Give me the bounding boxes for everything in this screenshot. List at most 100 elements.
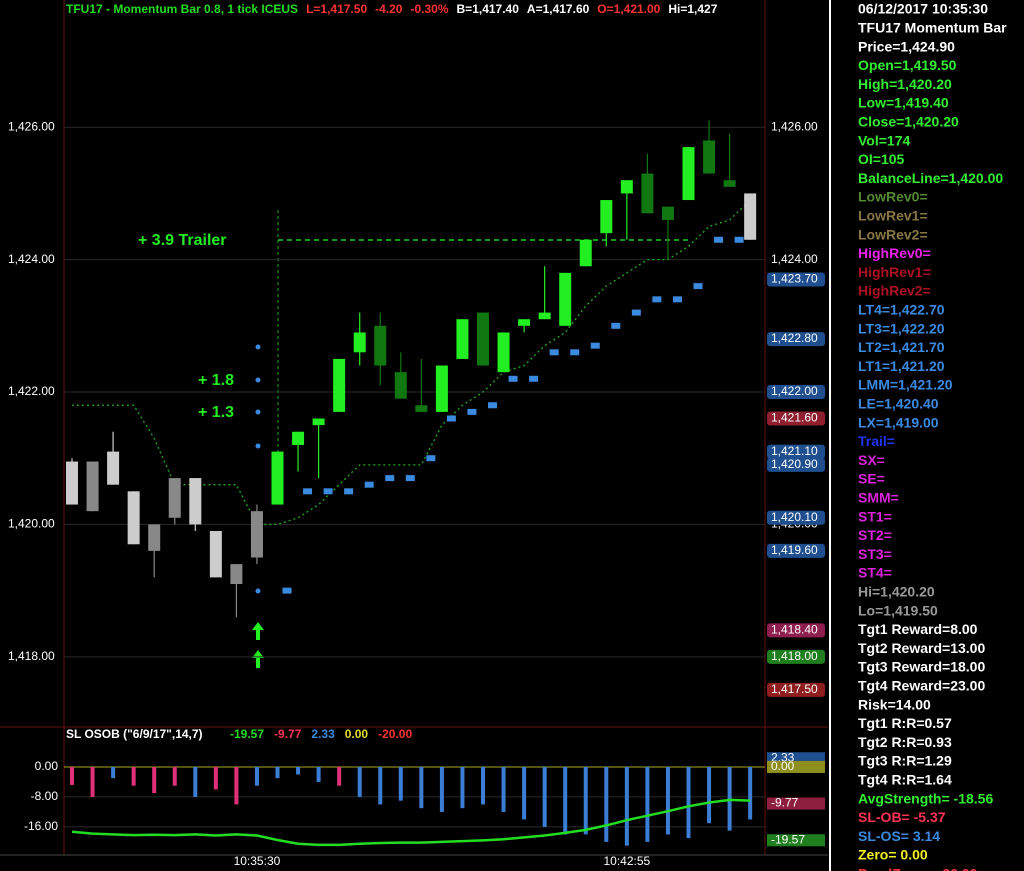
candle-body — [148, 524, 161, 551]
stop-marker — [672, 296, 682, 303]
osc-bar — [357, 766, 362, 797]
price-marker — [767, 623, 825, 638]
data-window-line: 06/12/2017 10:35:30 — [858, 1, 988, 17]
osc-readout: 2.33 — [311, 727, 335, 741]
price-marker-label: 1,419.60 — [771, 543, 818, 557]
osc-bar — [131, 766, 136, 786]
osc-marker-label: 0.00 — [771, 759, 795, 773]
stop-marker — [611, 322, 621, 329]
data-window-line: Tgt1 R:R=0.57 — [858, 715, 952, 731]
data-window-line: LMM=1,421.20 — [858, 377, 953, 393]
data-window-line: LT3=1,422.20 — [858, 320, 945, 336]
stop-marker — [344, 488, 354, 495]
price-marker — [767, 444, 825, 459]
osc-bar — [501, 766, 506, 812]
osc-bar — [296, 766, 301, 775]
stop-marker — [446, 415, 456, 422]
stop-marker — [426, 455, 436, 462]
candle-body — [661, 206, 674, 220]
data-window-line: Risk=14.00 — [858, 696, 931, 712]
data-window-line: Lo=1,419.50 — [858, 602, 938, 618]
data-window-line: LT4=1,422.70 — [858, 302, 945, 318]
y-tick-label: 1,418.00 — [8, 649, 55, 663]
data-window-line: Open=1,419.50 — [858, 57, 957, 73]
osc-bar — [707, 766, 712, 824]
stop-marker — [714, 236, 724, 243]
header-item: O=1,421.00 — [597, 2, 660, 16]
data-window-line: BalanceLine=1,420.00 — [858, 170, 1003, 186]
price-marker — [767, 332, 825, 347]
stop-marker — [303, 488, 313, 495]
candle-body — [723, 180, 736, 187]
header-item: B=1,417.40 — [457, 2, 520, 16]
y-tick-label: 1,422.00 — [8, 384, 55, 398]
price-marker-label: 1,420.90 — [771, 457, 818, 471]
osc-bar — [152, 766, 157, 794]
data-window-line: Trail= — [858, 433, 895, 449]
price-marker-label: 1,418.00 — [771, 649, 818, 663]
x-tick-label: 10:35:30 — [234, 854, 281, 868]
candle-body — [189, 478, 202, 525]
stop-marker — [385, 475, 395, 482]
osc-bar — [398, 766, 403, 801]
data-window-line: SX= — [858, 452, 885, 468]
candle-body — [312, 418, 325, 426]
osc-bar — [193, 766, 198, 797]
price-marker-label: 1,422.00 — [771, 384, 818, 398]
candle-body — [168, 478, 181, 518]
candle-body — [271, 451, 284, 505]
osc-line — [71, 798, 751, 847]
candle-body — [86, 461, 99, 512]
osc-bar — [111, 766, 116, 779]
annotation: + 3.9 Trailer — [138, 232, 227, 249]
stop-marker — [323, 488, 333, 495]
data-window-line: AvgStrength= -18.56 — [858, 790, 993, 806]
price-marker-label: 1,420.10 — [771, 510, 818, 524]
candle-body — [477, 312, 489, 366]
price-marker — [767, 510, 825, 525]
candle-body — [353, 332, 366, 353]
price-marker — [767, 385, 825, 400]
osc-marker — [767, 834, 825, 847]
candle-body — [107, 451, 120, 485]
stop-marker — [364, 481, 374, 488]
price-marker-label: 1,417.50 — [771, 682, 818, 696]
header-item: -0.30% — [410, 2, 448, 16]
osc-readout: 0.00 — [345, 727, 369, 741]
data-window-line: Close=1,420.20 — [858, 114, 959, 130]
data-window-line: Tgt2 R:R=0.93 — [858, 734, 952, 750]
candle-body — [374, 325, 387, 366]
data-window-line: High=1,420.20 — [858, 76, 952, 92]
data-window-line: Tgt2 Reward=13.00 — [858, 640, 985, 656]
stop-marker — [652, 296, 662, 303]
osc-bar — [254, 766, 259, 786]
osc-bar — [213, 766, 218, 790]
data-window-line: Zero= 0.00 — [858, 847, 928, 863]
data-window-line: SL-OS= 3.14 — [858, 828, 940, 844]
candle-body — [435, 365, 448, 412]
x-tick-label: 10:42:55 — [603, 854, 650, 868]
data-window-line: DeadZone= -20.00 — [858, 866, 978, 871]
osc-bar — [624, 766, 629, 846]
price-marker — [767, 682, 825, 697]
data-window-line: HighRev0= — [858, 245, 931, 261]
y-tick-label: 1,420.00 — [8, 517, 55, 531]
candle-body — [538, 312, 551, 320]
data-window-line: Tgt3 R:R=1.29 — [858, 753, 952, 769]
data-window-line: Vol=174 — [858, 132, 910, 148]
candle-body — [456, 319, 469, 359]
osc-bar — [481, 766, 485, 805]
candle-body — [127, 491, 140, 545]
signal-dots — [255, 344, 261, 594]
osc-tick-label: -8.00 — [31, 789, 59, 803]
data-window-line: Tgt4 R:R=1.64 — [858, 772, 952, 788]
candle-body — [641, 173, 654, 214]
osc-marker — [767, 797, 825, 810]
candle-body — [600, 200, 613, 234]
stop-marker — [529, 375, 539, 382]
stop-marker — [734, 236, 744, 243]
osc-bar — [234, 766, 239, 805]
price-marker-label: 1,418.40 — [771, 623, 818, 637]
